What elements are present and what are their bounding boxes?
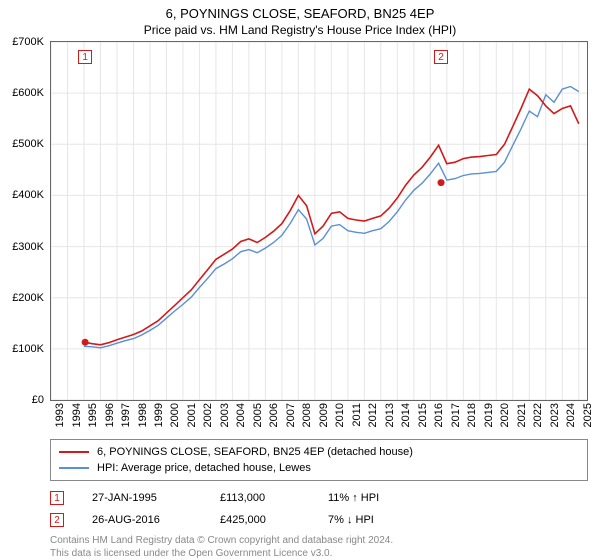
sale-event-number: 1 — [50, 491, 64, 505]
attribution-line-2: This data is licensed under the Open Gov… — [50, 548, 588, 560]
x-tick-label: 2020 — [499, 403, 511, 427]
x-tick-label: 1994 — [71, 403, 83, 427]
sale-events: 1 27-JAN-1995 £113,000 11% ↑ HPI 2 26-AU… — [50, 481, 588, 531]
x-tick-label: 1995 — [87, 403, 99, 427]
x-tick-label: 2016 — [433, 403, 445, 427]
sale-marker-dot — [438, 179, 445, 186]
attribution: Contains HM Land Registry data © Crown c… — [50, 531, 588, 560]
x-tick-label: 2007 — [285, 403, 297, 427]
chart-svg — [51, 42, 587, 400]
sale-event-number: 2 — [50, 513, 64, 527]
x-tick-label: 2002 — [202, 403, 214, 427]
sale-event-price: £113,000 — [220, 492, 300, 504]
sale-marker-dot — [82, 339, 89, 346]
y-tick-label: £300K — [0, 241, 44, 253]
x-tick-label: 2014 — [400, 403, 412, 427]
page-title: 6, POYNINGS CLOSE, SEAFORD, BN25 4EP — [0, 0, 600, 21]
x-tick-label: 2006 — [268, 403, 280, 427]
x-tick-label: 2021 — [516, 403, 528, 427]
y-tick-label: £400K — [0, 189, 44, 201]
x-tick-label: 2023 — [549, 403, 561, 427]
sale-marker-label: 1 — [78, 50, 92, 64]
y-tick-label: £600K — [0, 87, 44, 99]
x-tick-label: 1998 — [137, 403, 149, 427]
sale-event-date: 27-JAN-1995 — [92, 492, 192, 504]
x-tick-label: 1997 — [120, 403, 132, 427]
sale-event-row: 1 27-JAN-1995 £113,000 11% ↑ HPI — [50, 487, 588, 509]
x-tick-label: 2013 — [384, 403, 396, 427]
x-tick-label: 2025 — [582, 403, 594, 427]
legend-swatch — [59, 451, 89, 453]
legend-item: 6, POYNINGS CLOSE, SEAFORD, BN25 4EP (de… — [59, 444, 579, 460]
x-tick-label: 2000 — [169, 403, 181, 427]
x-tick-label: 2008 — [301, 403, 313, 427]
legend-label: 6, POYNINGS CLOSE, SEAFORD, BN25 4EP (de… — [97, 446, 413, 458]
x-tick-label: 2011 — [351, 403, 363, 427]
x-tick-label: 2001 — [186, 403, 198, 427]
attribution-line-1: Contains HM Land Registry data © Crown c… — [50, 535, 588, 548]
x-tick-label: 2003 — [219, 403, 231, 427]
y-tick-label: £500K — [0, 138, 44, 150]
y-tick-label: £200K — [0, 292, 44, 304]
page-subtitle: Price paid vs. HM Land Registry's House … — [0, 21, 600, 41]
sale-event-delta: 7% ↓ HPI — [328, 514, 374, 526]
x-tick-label: 2018 — [466, 403, 478, 427]
x-tick-label: 2015 — [417, 403, 429, 427]
x-tick-label: 2022 — [532, 403, 544, 427]
x-tick-label: 1999 — [153, 403, 165, 427]
x-tick-label: 2010 — [334, 403, 346, 427]
chart-plot-area: 12 — [50, 41, 588, 401]
x-tick-label: 1993 — [54, 403, 66, 427]
legend-item: HPI: Average price, detached house, Lewe… — [59, 460, 579, 476]
sale-event-date: 26-AUG-2016 — [92, 514, 192, 526]
x-tick-label: 2009 — [318, 403, 330, 427]
sale-event-delta: 11% ↑ HPI — [328, 492, 379, 504]
x-tick-label: 2017 — [450, 403, 462, 427]
x-tick-label: 1996 — [104, 403, 116, 427]
x-tick-label: 2005 — [252, 403, 264, 427]
sale-event-price: £425,000 — [220, 514, 300, 526]
x-tick-label: 2012 — [367, 403, 379, 427]
x-axis-labels: 1993 1994 1995 1996 1997 1998 1999 2000 2001 2002… — [50, 401, 588, 439]
legend-swatch — [59, 467, 89, 469]
sale-marker-label: 2 — [434, 50, 448, 64]
x-tick-label: 2019 — [483, 403, 495, 427]
legend: 6, POYNINGS CLOSE, SEAFORD, BN25 4EP (de… — [50, 439, 588, 481]
x-tick-label: 2004 — [235, 403, 247, 427]
y-tick-label: £700K — [0, 36, 44, 48]
y-tick-label: £0 — [0, 394, 44, 406]
x-tick-label: 2024 — [565, 403, 577, 427]
legend-label: HPI: Average price, detached house, Lewe… — [97, 462, 311, 474]
sale-event-row: 2 26-AUG-2016 £425,000 7% ↓ HPI — [50, 509, 588, 531]
y-tick-label: £100K — [0, 343, 44, 355]
